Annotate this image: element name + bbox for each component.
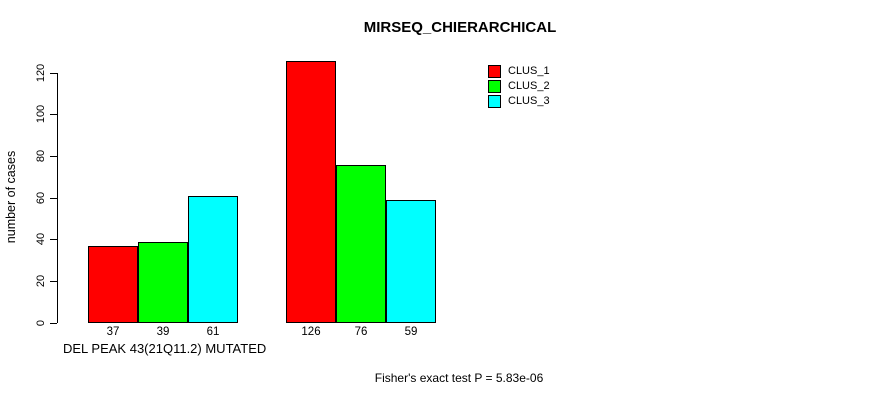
y-tick-label: 0 — [35, 319, 47, 326]
y-tick-label: 80 — [35, 149, 47, 162]
bar-clus_1-group2 — [286, 60, 336, 323]
y-axis-title: number of cases — [4, 150, 18, 244]
y-tick — [50, 114, 57, 116]
y-tick — [50, 280, 57, 282]
legend-swatch-clus_2 — [488, 80, 501, 93]
legend-label-clus_1: CLUS_1 — [508, 65, 550, 77]
legend-swatch-clus_1 — [488, 65, 501, 78]
y-tick — [50, 155, 57, 157]
legend-swatch-clus_3 — [488, 95, 501, 108]
bar-value-label: 37 — [106, 326, 120, 338]
y-tick-label: 20 — [35, 274, 47, 287]
y-tick — [50, 322, 57, 324]
bar-clus_3-group2 — [386, 200, 436, 323]
legend-label-clus_2: CLUS_2 — [508, 80, 550, 92]
y-tick — [50, 239, 57, 241]
bar-value-label: 61 — [206, 326, 220, 338]
legend-label-clus_3: CLUS_3 — [508, 95, 550, 107]
bar-clus_1-group1 — [88, 245, 138, 323]
stat-annotation: Fisher's exact test P = 5.83e-06 — [374, 371, 544, 385]
bar-clus_2-group2 — [336, 164, 386, 323]
y-tick-label: 60 — [35, 191, 47, 204]
bar-value-label: 76 — [354, 326, 368, 338]
y-axis-line — [57, 72, 58, 323]
bar-value-label: 59 — [404, 326, 418, 338]
x-axis-label: DEL PEAK 43(21Q11.2) MUTATED — [63, 341, 267, 356]
y-tick — [50, 197, 57, 199]
y-tick-label: 40 — [35, 233, 47, 246]
y-tick-label: 120 — [35, 63, 47, 82]
bar-clus_2-group1 — [138, 241, 188, 323]
y-tick-label: 100 — [35, 104, 47, 124]
bar-clus_3-group1 — [188, 195, 238, 323]
bar-value-label: 126 — [301, 326, 321, 338]
y-tick — [50, 72, 57, 74]
chart-title: MIRSEQ_CHIERARCHICAL — [363, 19, 557, 36]
bar-value-label: 39 — [156, 326, 170, 338]
